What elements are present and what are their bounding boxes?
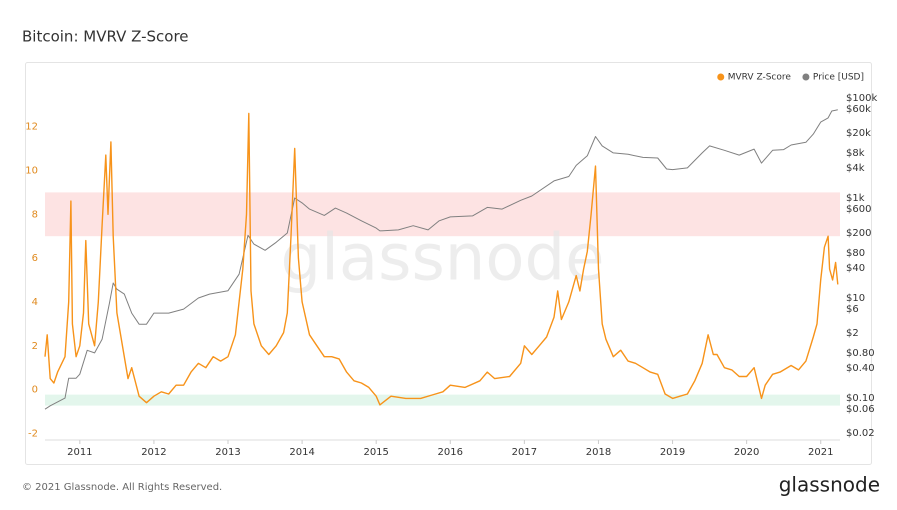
legend-marker [717,73,725,81]
y2-tick-label: $100k [846,93,877,104]
y-tick-label: -2 [28,428,38,439]
x-tick-label: 2015 [363,447,388,458]
y-tick-label: 8 [32,209,38,220]
y-tick-label: 12 [25,122,38,133]
watermark: glassnode [280,222,604,296]
legend-label: MVRV Z-Score [728,73,792,83]
y2-tick-label: $20k [846,128,871,139]
chart-title: Bitcoin: MVRV Z-Score [22,28,189,46]
y2-tick-label: $60k [846,104,871,115]
zone-band [45,394,840,406]
y2-tick-label: $1k [846,193,865,204]
x-tick-label: 2013 [215,447,240,458]
x-tick-label: 2018 [586,447,611,458]
y2-tick-label: $4k [846,163,865,174]
series-line [44,109,838,410]
copyright: © 2021 Glassnode. All Rights Reserved. [22,482,222,493]
x-tick-label: 2012 [141,447,166,458]
y2-tick-label: $0.40 [846,363,875,374]
y2-tick-label: $0.80 [846,348,875,359]
x-tick-label: 2021 [808,447,833,458]
y2-tick-label: $80 [846,248,865,259]
y2-tick-label: $0.10 [846,393,875,404]
y-tick-label: 4 [32,297,38,308]
y2-tick-label: $8k [846,148,865,159]
x-tick-label: 2011 [67,447,92,458]
y-tick-label: 0 [32,385,38,396]
legend-label: Price [USD] [813,73,864,83]
x-tick-label: 2019 [660,447,685,458]
y2-tick-label: $10 [846,293,865,304]
x-tick-label: 2017 [512,447,537,458]
y2-tick-label: $40 [846,263,865,274]
series-line [44,112,839,406]
y2-tick-label: $0.02 [846,428,875,439]
y2-tick-label: $6 [846,304,859,315]
x-tick-label: 2020 [734,447,759,458]
logo: glassnode [779,473,880,497]
x-tick-label: 2016 [438,447,463,458]
x-tick-label: 2014 [289,447,314,458]
zone-band [45,192,840,237]
y2-tick-label: $600 [846,204,871,215]
legend-marker [802,73,810,81]
y2-tick-label: $200 [846,228,871,239]
y2-tick-label: $0.06 [846,404,875,415]
y-tick-label: 2 [32,341,38,352]
y2-tick-label: $2 [846,328,859,339]
y-tick-label: 6 [32,253,38,264]
chart-card [25,62,872,465]
y-tick-label: 10 [25,165,38,176]
